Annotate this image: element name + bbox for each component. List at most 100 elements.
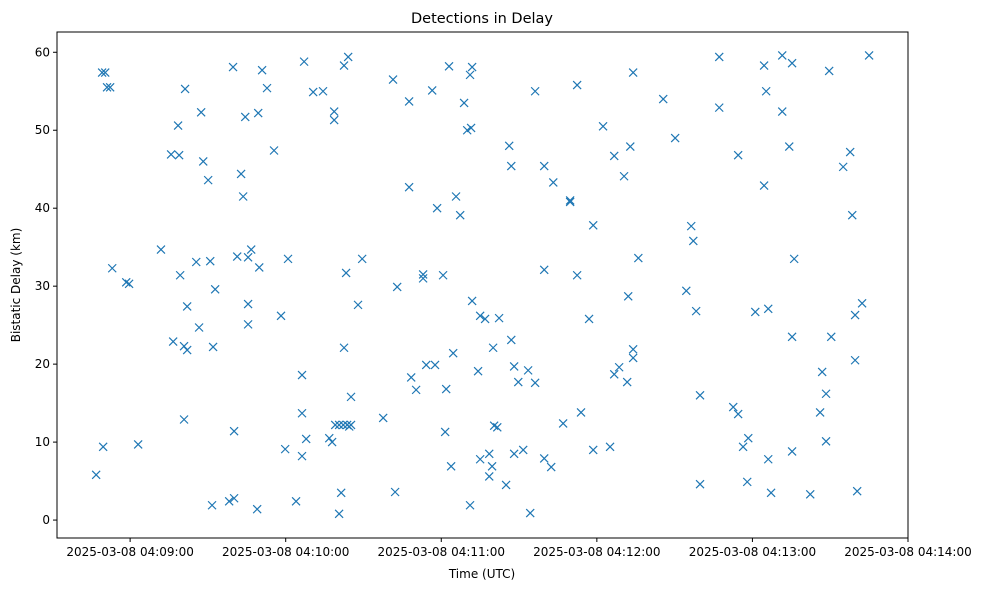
y-tick-label: 60 <box>35 45 50 59</box>
data-point <box>695 479 705 489</box>
data-point <box>501 480 511 490</box>
y-tick-label: 20 <box>35 357 50 371</box>
data-point <box>728 402 738 412</box>
data-point <box>681 286 691 296</box>
data-point <box>444 61 454 71</box>
data-point <box>240 112 250 122</box>
data-point <box>738 442 748 452</box>
data-point <box>105 82 115 92</box>
data-point <box>102 82 112 92</box>
x-tick-label: 2025-03-08 04:10:00 <box>222 545 349 559</box>
data-point <box>459 98 469 108</box>
data-point <box>301 434 311 444</box>
data-point <box>824 66 834 76</box>
data-point <box>763 304 773 314</box>
data-point <box>742 477 752 487</box>
data-point <box>451 192 461 201</box>
data-point <box>196 107 206 117</box>
data-point <box>175 270 185 280</box>
data-point <box>546 462 556 472</box>
data-point <box>254 263 264 272</box>
data-point <box>324 433 334 443</box>
data-point <box>750 307 760 317</box>
data-point <box>518 445 528 455</box>
data-point <box>826 332 836 342</box>
data-point <box>691 306 701 316</box>
data-point <box>388 75 398 84</box>
data-point <box>787 447 797 456</box>
data-point <box>530 86 540 96</box>
data-point <box>269 146 279 155</box>
data-point <box>850 310 860 320</box>
data-point <box>539 161 549 171</box>
data-point <box>378 413 388 423</box>
data-point <box>210 284 220 294</box>
data-point <box>815 408 825 417</box>
y-tick-label: 40 <box>35 201 50 215</box>
data-point <box>506 335 516 345</box>
data-point <box>438 270 448 280</box>
data-point <box>625 142 635 152</box>
data-point <box>107 263 117 273</box>
data-point <box>475 311 485 321</box>
data-point <box>565 195 575 205</box>
data-point <box>845 147 855 157</box>
data-point <box>262 83 272 93</box>
data-point <box>548 178 558 187</box>
data-point <box>205 256 215 266</box>
data-point <box>525 508 535 518</box>
data-point <box>448 348 458 358</box>
data-point <box>441 384 451 394</box>
data-point <box>427 86 437 95</box>
data-point <box>432 203 442 213</box>
x-tick-label: 2025-03-08 04:14:00 <box>844 545 971 559</box>
data-point <box>341 268 351 278</box>
data-point <box>232 252 242 261</box>
data-point <box>558 418 568 428</box>
data-point <box>334 509 344 519</box>
data-point <box>787 332 797 342</box>
data-point <box>124 279 134 289</box>
data-point <box>168 337 178 346</box>
data-point <box>166 149 176 159</box>
data-point <box>357 254 367 264</box>
data-point <box>584 314 594 324</box>
data-point <box>864 50 874 60</box>
data-point <box>465 70 475 80</box>
data-point <box>465 500 475 510</box>
y-tick-label: 0 <box>42 513 50 527</box>
data-point <box>821 436 831 446</box>
data-point <box>246 245 256 254</box>
data-point <box>238 192 248 201</box>
data-point <box>404 182 414 192</box>
data-point <box>243 319 253 329</box>
data-point <box>392 282 402 292</box>
data-point <box>329 107 339 116</box>
data-point <box>605 442 615 452</box>
data-point <box>91 470 101 480</box>
data-point <box>733 150 743 160</box>
data-point <box>224 496 234 506</box>
data-point <box>628 68 638 77</box>
data-point <box>759 181 769 191</box>
data-point <box>789 254 799 264</box>
data-point <box>174 150 184 160</box>
data-point <box>191 257 201 267</box>
data-point <box>733 409 743 419</box>
data-point <box>777 50 787 60</box>
data-point <box>614 362 624 372</box>
data-point <box>283 254 293 264</box>
data-point <box>509 449 519 459</box>
data-point <box>229 426 239 436</box>
data-point <box>327 437 337 447</box>
data-point <box>329 115 339 125</box>
data-point <box>173 121 183 130</box>
data-point <box>494 313 504 323</box>
data-point <box>484 449 494 459</box>
data-point <box>194 323 204 332</box>
data-point <box>404 96 414 106</box>
data-point <box>565 197 575 207</box>
data-point <box>203 175 213 185</box>
